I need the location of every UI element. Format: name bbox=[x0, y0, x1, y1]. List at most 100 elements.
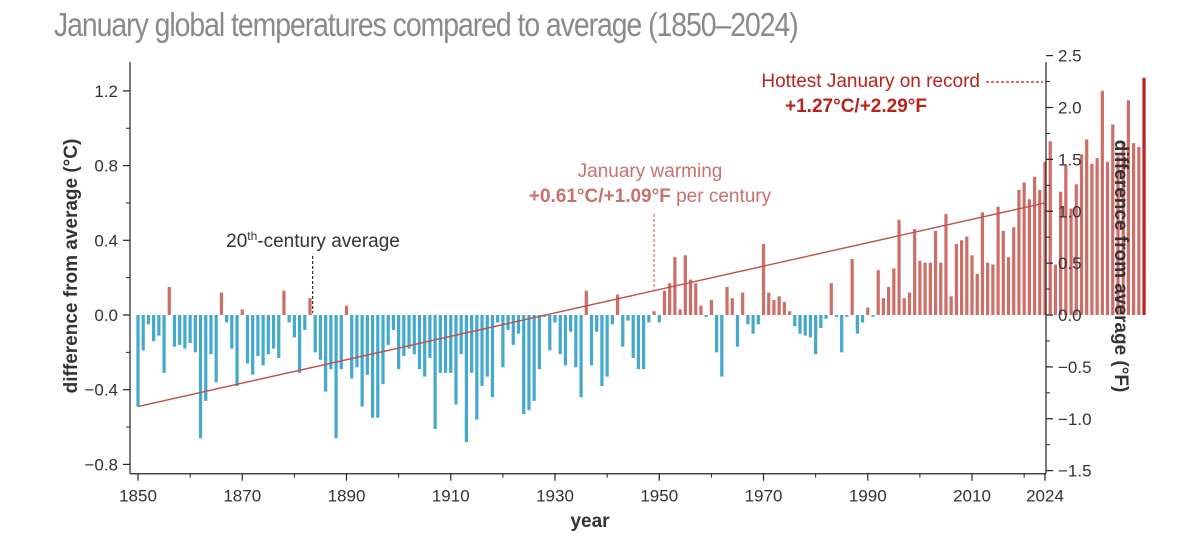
bar-1903 bbox=[412, 315, 416, 355]
bar-1989 bbox=[860, 315, 865, 323]
bar-2033 bbox=[1090, 163, 1094, 315]
bar-1924 bbox=[522, 315, 526, 414]
bar-1894 bbox=[365, 315, 369, 375]
bar-1891 bbox=[350, 315, 354, 379]
bar-1873 bbox=[256, 315, 260, 357]
x-tick-label: 1930 bbox=[536, 487, 574, 506]
bar-2018 bbox=[1012, 227, 1016, 315]
right-y-tick-label: 2.0 bbox=[1058, 99, 1082, 118]
bar-1994 bbox=[887, 286, 891, 315]
bar-2012 bbox=[980, 212, 985, 315]
bar-1976 bbox=[793, 315, 797, 327]
bar-1915 bbox=[475, 315, 479, 420]
bar-1911 bbox=[454, 315, 458, 405]
bar-1897 bbox=[381, 315, 385, 385]
bar-1965 bbox=[735, 315, 740, 347]
bar-1983 bbox=[829, 283, 833, 315]
bar-1858 bbox=[178, 315, 182, 345]
bar-1852 bbox=[146, 315, 151, 325]
left-y-tick-label: −0.4 bbox=[84, 381, 118, 400]
bar-1957 bbox=[694, 283, 698, 315]
bar-1906 bbox=[428, 315, 432, 358]
bar-2006 bbox=[949, 296, 953, 315]
bar-1925 bbox=[527, 315, 531, 411]
x-tick-label: 1910 bbox=[432, 487, 470, 506]
bar-1927 bbox=[537, 315, 541, 370]
bar-1866 bbox=[219, 292, 224, 315]
bar-1974 bbox=[782, 301, 786, 315]
bar-1995 bbox=[892, 268, 896, 315]
bar-1954 bbox=[678, 309, 682, 315]
bar-1905 bbox=[423, 315, 427, 377]
right-y-tick-label: 2.5 bbox=[1058, 47, 1082, 66]
bar-2000 bbox=[918, 260, 922, 315]
bar-1936 bbox=[584, 290, 588, 315]
bar-1968 bbox=[751, 315, 755, 334]
right-y-tick-label: 0.0 bbox=[1058, 306, 1082, 325]
bar-1876 bbox=[271, 315, 276, 349]
bar-1864 bbox=[209, 315, 213, 355]
bar-1937 bbox=[589, 315, 594, 366]
bar-1949 bbox=[652, 311, 656, 315]
bar-1921 bbox=[506, 315, 510, 330]
bar-2002 bbox=[928, 262, 932, 315]
bar-2005 bbox=[944, 214, 948, 315]
baseline-annotation-sup: th bbox=[247, 229, 257, 243]
x-tick-label: 1890 bbox=[328, 487, 366, 506]
bar-1958 bbox=[699, 305, 703, 315]
bar-1917 bbox=[485, 315, 489, 377]
bar-2019 bbox=[1017, 189, 1021, 315]
bar-2037 bbox=[1111, 124, 1115, 315]
bar-2034 bbox=[1095, 158, 1099, 315]
bar-2017 bbox=[1006, 257, 1011, 315]
bar-1961 bbox=[714, 315, 719, 353]
warming-annotation-value: +0.61°C/+1.09°F per century bbox=[529, 186, 772, 207]
bar-1960 bbox=[709, 300, 713, 315]
x-tick-label: 1990 bbox=[849, 487, 887, 506]
bar-2011 bbox=[975, 273, 979, 316]
bar-2016 bbox=[1001, 230, 1005, 315]
bar-1969 bbox=[756, 315, 760, 325]
bar-1999 bbox=[913, 229, 917, 315]
x-tick-label: 2010 bbox=[953, 487, 991, 506]
bar-1914 bbox=[469, 315, 474, 373]
x-tick-label: 1870 bbox=[223, 487, 261, 506]
bar-1973 bbox=[777, 296, 781, 315]
x-tick-label: 1850 bbox=[119, 487, 157, 506]
bar-2007 bbox=[954, 244, 958, 315]
bar-1991 bbox=[871, 315, 875, 317]
bar-1887 bbox=[329, 315, 333, 370]
bar-1904 bbox=[417, 315, 422, 370]
bar-1896 bbox=[376, 315, 380, 418]
bar-1996 bbox=[897, 219, 901, 315]
bar-1945 bbox=[631, 315, 635, 358]
bar-2003 bbox=[933, 230, 938, 315]
bar-2042 bbox=[1137, 146, 1141, 315]
bar-1930 bbox=[553, 315, 557, 323]
bar-1926 bbox=[532, 315, 536, 401]
bar-2035 bbox=[1100, 90, 1104, 316]
warming-value: +0.61°C/+1.09°F bbox=[529, 186, 671, 207]
bar-2022 bbox=[1032, 176, 1037, 315]
bar-1943 bbox=[621, 315, 625, 347]
bar-1886 bbox=[324, 315, 328, 392]
bar-1992 bbox=[876, 270, 880, 315]
bar-2008 bbox=[959, 240, 964, 315]
bar-1913 bbox=[464, 315, 469, 442]
left-y-tick-label: 0.8 bbox=[94, 157, 118, 176]
bar-1863 bbox=[204, 315, 208, 401]
record-annotation-value: +1.27°C/+2.29°F bbox=[785, 96, 927, 117]
bar-2014 bbox=[991, 264, 995, 315]
right-y-tick-label: 1.5 bbox=[1058, 150, 1082, 169]
right-y-tick-label: −1.5 bbox=[1058, 462, 1092, 481]
bar-1935 bbox=[579, 315, 583, 398]
bar-1884 bbox=[313, 315, 317, 353]
bar-1853 bbox=[152, 315, 156, 342]
record-annotation-label: Hottest January on record bbox=[761, 71, 980, 92]
bar-1877 bbox=[277, 315, 281, 358]
bar-2040 bbox=[1126, 100, 1131, 316]
bar-2032 bbox=[1085, 139, 1089, 315]
warming-suffix: per century bbox=[671, 186, 772, 207]
x-tick-label: 1970 bbox=[745, 487, 783, 506]
